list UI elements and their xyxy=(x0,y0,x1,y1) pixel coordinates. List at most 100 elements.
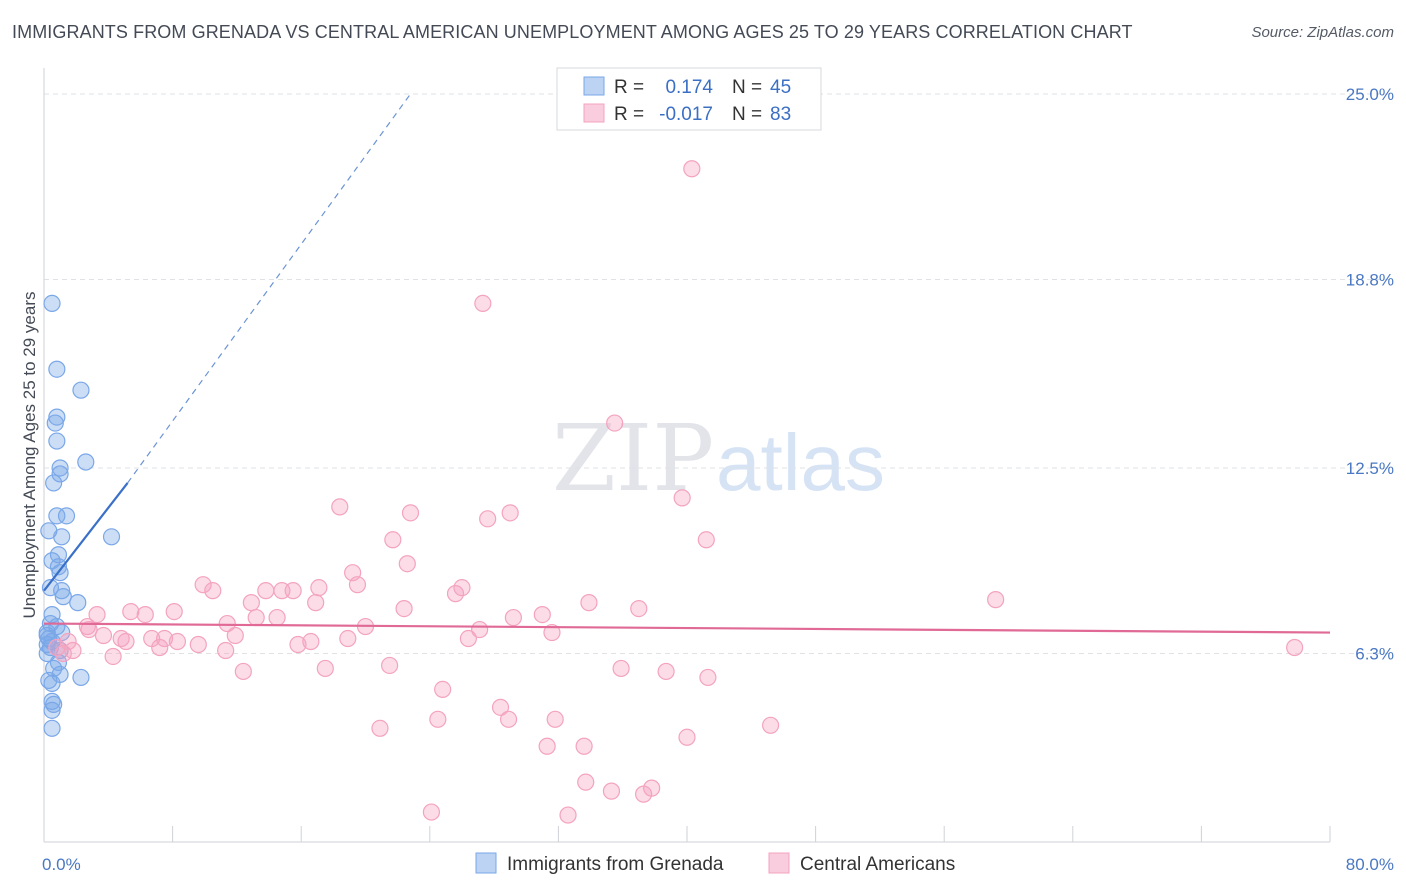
trend-line-grenada xyxy=(43,482,129,592)
data-point xyxy=(289,635,307,654)
data-point xyxy=(136,605,154,624)
data-point xyxy=(72,668,90,687)
data-point xyxy=(384,531,402,549)
x-tick-label-max: 80.0% xyxy=(1346,855,1394,874)
x-tick-label-min: 0.0% xyxy=(42,855,81,874)
data-point xyxy=(657,662,675,681)
data-point xyxy=(78,617,97,636)
legend-n-value-1: 45 xyxy=(770,77,791,98)
data-point xyxy=(479,510,497,528)
data-point xyxy=(331,498,349,516)
data-point xyxy=(395,600,413,618)
data-point xyxy=(45,474,63,492)
data-point xyxy=(57,507,76,525)
data-point xyxy=(51,459,69,477)
data-point xyxy=(69,594,87,612)
data-point xyxy=(72,381,90,399)
trend-line-grenada-extension xyxy=(127,93,411,484)
data-point xyxy=(234,662,252,681)
data-point xyxy=(48,507,66,525)
legend-n-label-1: N = xyxy=(732,77,762,98)
data-point xyxy=(45,695,63,713)
data-point xyxy=(49,558,68,576)
data-point xyxy=(673,489,691,507)
data-point xyxy=(381,656,399,675)
data-point xyxy=(189,635,207,654)
data-point xyxy=(612,659,630,678)
legend-r-label-2: R = xyxy=(614,104,644,125)
data-point xyxy=(88,605,106,624)
trend-line-central-americans xyxy=(43,622,1331,634)
data-point xyxy=(580,594,598,612)
data-point xyxy=(543,623,561,642)
data-point xyxy=(459,629,477,648)
data-point xyxy=(53,528,71,546)
axes xyxy=(43,68,1331,843)
data-point xyxy=(434,680,452,698)
data-point xyxy=(533,605,551,624)
data-point xyxy=(77,453,95,471)
legend-r-label-1: R = xyxy=(614,77,644,98)
data-point xyxy=(453,579,471,597)
legend-n-value-2: 83 xyxy=(770,104,791,125)
data-point xyxy=(218,614,236,633)
data-point xyxy=(48,432,66,450)
data-point xyxy=(273,582,291,600)
data-point xyxy=(38,623,56,642)
data-point xyxy=(94,626,113,645)
chart-source: Source: ZipAtlas.com xyxy=(1251,24,1394,41)
data-point xyxy=(226,626,244,645)
data-point xyxy=(643,779,661,797)
y-tick-labels: 6.3% 12.5% 18.8% 25.0% xyxy=(1346,85,1394,664)
data-point xyxy=(501,504,519,522)
data-point xyxy=(546,710,564,728)
data-point xyxy=(307,594,325,612)
data-point xyxy=(348,576,367,594)
data-point xyxy=(165,602,183,621)
watermark-zip: ZIP xyxy=(552,405,714,512)
bottom-legend-swatch-grenada xyxy=(475,852,497,874)
y-axis-label: Unemployment Among Ages 25 to 29 years xyxy=(20,292,39,619)
data-point xyxy=(371,719,389,737)
data-point xyxy=(761,716,780,734)
data-point xyxy=(257,582,275,600)
data-point xyxy=(699,668,717,687)
data-point xyxy=(43,692,61,710)
data-point xyxy=(339,629,357,648)
legend-swatch-grenada xyxy=(583,76,605,96)
data-point xyxy=(46,414,64,432)
bottom-legend-swatch-central-americans xyxy=(768,852,790,874)
y-tick-label: 25.0% xyxy=(1346,85,1394,104)
data-point xyxy=(155,629,174,648)
data-point xyxy=(151,638,169,657)
legend-n-label-2: N = xyxy=(732,104,762,125)
legend-r-value-1: 0.174 xyxy=(665,77,713,98)
data-point xyxy=(43,294,61,312)
watermark-atlas: atlas xyxy=(716,418,885,507)
data-point xyxy=(43,719,61,737)
data-point xyxy=(43,674,61,693)
data-point xyxy=(54,588,72,606)
data-point xyxy=(122,602,140,621)
data-point xyxy=(538,737,556,755)
bottom-legend-label-grenada: Immigrants from Grenada xyxy=(507,854,724,875)
data-point xyxy=(268,608,286,627)
data-point xyxy=(504,608,522,627)
data-point xyxy=(429,710,447,728)
data-point xyxy=(168,632,187,651)
data-point xyxy=(987,591,1005,609)
data-point xyxy=(54,644,72,663)
data-point xyxy=(48,638,66,657)
data-point xyxy=(474,294,492,312)
data-point xyxy=(43,701,61,719)
data-point xyxy=(310,579,328,597)
data-point xyxy=(64,641,82,660)
data-point xyxy=(575,737,593,755)
data-point xyxy=(117,632,135,651)
series-grenada-points xyxy=(38,294,121,737)
data-point xyxy=(683,160,701,178)
data-point xyxy=(630,600,648,618)
y-tick-label: 12.5% xyxy=(1346,459,1394,478)
data-point xyxy=(194,576,212,594)
